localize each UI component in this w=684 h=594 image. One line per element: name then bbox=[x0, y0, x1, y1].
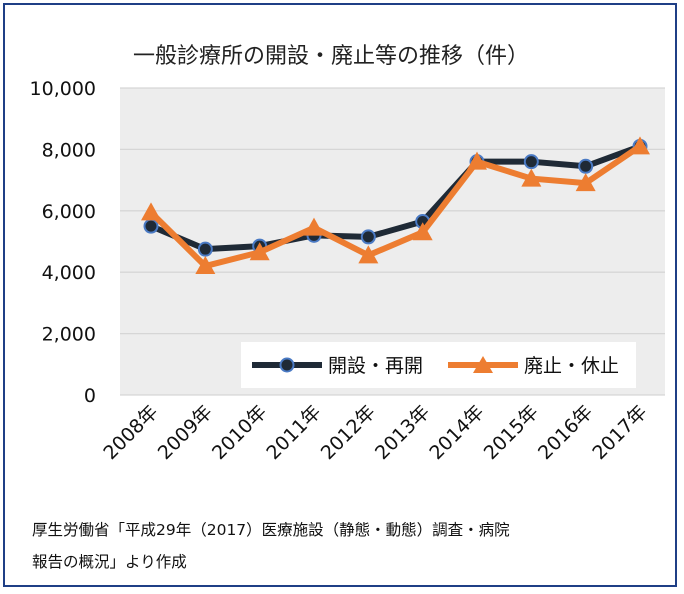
data-point bbox=[412, 222, 433, 241]
data-point bbox=[523, 154, 539, 170]
data-point bbox=[141, 202, 161, 221]
y-tick-label: 0 bbox=[84, 385, 96, 407]
x-tick-label: 2017年 bbox=[588, 401, 651, 464]
chart-frame: 一般診療所の開設・廃止等の推移（件） 0 2,000 4,000 6,000 8,000… bbox=[3, 3, 677, 587]
y-tick-label: 4,000 bbox=[42, 262, 96, 284]
data-point bbox=[578, 158, 594, 174]
x-tick-label: 2009年 bbox=[154, 401, 217, 464]
legend: 開設・再開 廃止・休止 bbox=[241, 342, 636, 388]
x-tick-label: 2012年 bbox=[317, 401, 380, 464]
line-chart: 一般診療所の開設・廃止等の推移（件） 0 2,000 4,000 6,000 8,000… bbox=[30, 44, 665, 571]
legend-label-closure: 廃止・休止 bbox=[524, 355, 619, 377]
series-line bbox=[148, 143, 643, 253]
legend-marker-opening bbox=[279, 357, 295, 373]
data-point bbox=[304, 217, 324, 236]
data-point bbox=[521, 168, 542, 187]
y-tick-label: 8,000 bbox=[42, 139, 96, 161]
source-note-line-1: 厚生労働省「平成29年（2017）医療施設（静態・動態）調査・病院 bbox=[32, 520, 510, 539]
data-point bbox=[195, 256, 216, 275]
x-tick-label: 2014年 bbox=[425, 401, 488, 464]
data-point bbox=[358, 245, 379, 264]
y-tick-label: 10,000 bbox=[30, 78, 96, 100]
data-point bbox=[143, 218, 159, 234]
series-line bbox=[148, 143, 643, 270]
x-tick-label: 2015年 bbox=[480, 401, 543, 464]
series-closure bbox=[141, 136, 650, 275]
data-point bbox=[467, 151, 487, 170]
legend-label-opening: 開設・再開 bbox=[328, 355, 423, 377]
x-tick-label: 2008年 bbox=[99, 401, 162, 464]
x-tick-label: 2016年 bbox=[534, 401, 597, 464]
source-note-line-2: 報告の概況」より作成 bbox=[32, 553, 187, 571]
data-point bbox=[197, 241, 213, 257]
x-tick-label: 2011年 bbox=[262, 401, 325, 464]
chart-title: 一般診療所の開設・廃止等の推移（件） bbox=[133, 44, 529, 69]
y-tick-label: 6,000 bbox=[42, 201, 96, 223]
y-tick-label: 2,000 bbox=[42, 324, 96, 346]
legend-marker-closure bbox=[473, 356, 493, 373]
x-tick-label: 2010年 bbox=[208, 401, 271, 464]
data-point bbox=[630, 136, 650, 155]
data-point bbox=[575, 173, 596, 192]
x-tick-label: 2013年 bbox=[371, 401, 434, 464]
data-point bbox=[360, 229, 376, 245]
data-point bbox=[249, 242, 270, 261]
